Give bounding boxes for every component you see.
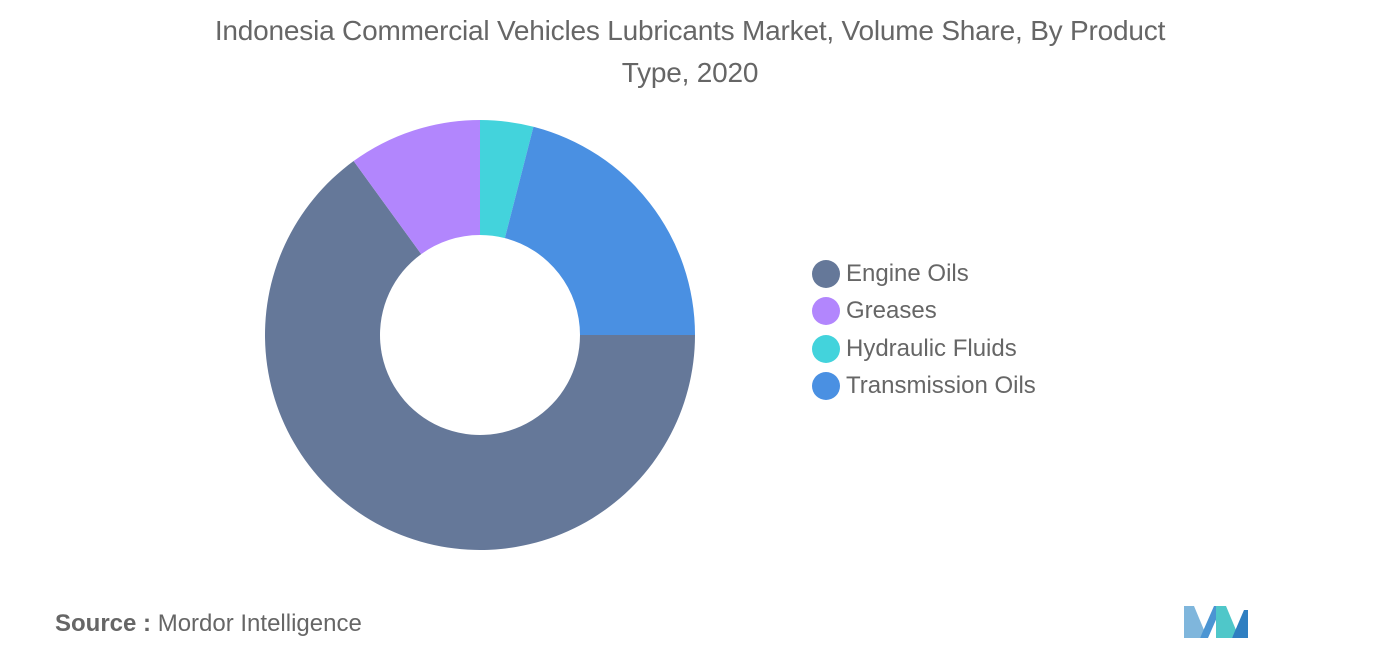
slice-engine-oils [264,161,695,550]
legend-swatch-transmission-oils [812,372,840,401]
legend-item: Engine Oils [812,255,1132,293]
mordor-intelligence-logo-icon [1184,606,1248,638]
donut-slices [264,120,695,550]
slice-transmission-oils [504,126,695,335]
legend-label-hydraulic-fluids: Hydraulic Fluids [846,334,1017,362]
legend-swatch-hydraulic-fluids [812,334,840,363]
source-value: Mordor Intelligence [157,610,362,637]
chart-title: Indonesia Commercial Vehicles Lubricants… [214,15,1166,88]
legend-swatch-engine-oils [812,259,840,288]
legend-label-engine-oils: Engine Oils [846,259,969,287]
legend-label-transmission-oils: Transmission Oils [846,372,1036,400]
slice-hydraulic-fluids [480,120,534,239]
source-note: Source : Mordor Intelligence [55,610,362,638]
legend-item: Greases [812,293,1132,331]
legend-label-greases: Greases [846,297,937,325]
source-prefix: Source : [55,610,152,637]
legend: Engine Oils Greases Hydraulic Fluids Tra… [812,255,1132,405]
legend-item: Hydraulic Fluids [812,330,1132,368]
legend-swatch-greases [812,297,840,326]
legend-item: Transmission Oils [812,368,1132,406]
slice-greases [353,120,480,255]
